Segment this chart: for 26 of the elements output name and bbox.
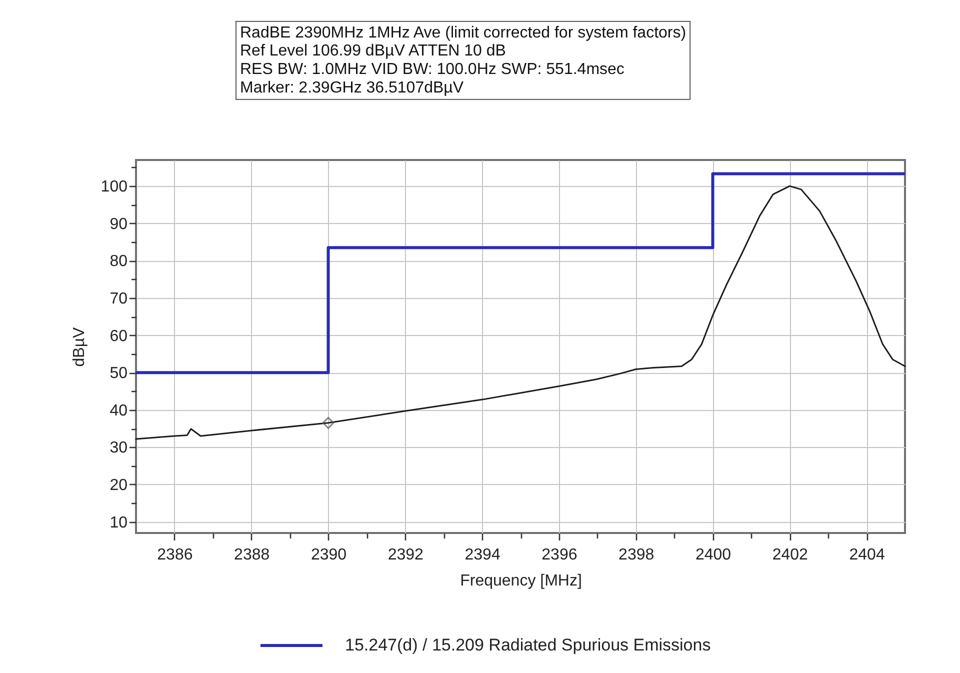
y-tick-label: 10 bbox=[110, 514, 128, 532]
y-tick-label: 80 bbox=[110, 253, 128, 270]
y-tick-label: 100 bbox=[100, 178, 128, 196]
x-tick-label: 2394 bbox=[464, 546, 500, 564]
y-tick-label: 30 bbox=[110, 440, 128, 457]
y-tick-label: 40 bbox=[110, 402, 128, 420]
x-tick-label: 2396 bbox=[542, 546, 578, 564]
x-tick-label: 2390 bbox=[310, 546, 347, 564]
y-tick-label: 50 bbox=[110, 365, 128, 382]
x-tick-label: 2398 bbox=[618, 546, 654, 564]
y-axis-title: dBµV bbox=[70, 326, 88, 367]
x-tick-label: 2386 bbox=[157, 546, 193, 564]
line-series bbox=[135, 185, 906, 440]
chart-subtitle: Ref Level 106.99 dBµV ATTEN 10 dB RES BW: 1.0MHz VID BW: 100.0Hz SWP: 551.4msec Marker: 2.39GHz 36.5107dBµV bbox=[240, 42, 624, 96]
x-tick-label: 2402 bbox=[772, 546, 808, 564]
legend-label: 15.247(d) / 15.209 Radiated Spurious Emissions bbox=[345, 636, 711, 654]
x-tick-label: 2388 bbox=[234, 546, 270, 564]
y-tick-label: 20 bbox=[110, 476, 128, 494]
x-tick-label: 2400 bbox=[695, 546, 732, 564]
x-axis-title: Frequency [MHz] bbox=[460, 572, 582, 590]
y-tick-label: 70 bbox=[110, 290, 128, 308]
chart-title: RadBE 2390MHz 1MHz Ave (limit corrected for system factors) bbox=[240, 24, 686, 42]
y-tick-label: 60 bbox=[110, 328, 128, 345]
x-tick-label: 2392 bbox=[388, 546, 424, 564]
x-tick-label: 2404 bbox=[849, 546, 885, 564]
y-tick-label: 90 bbox=[110, 216, 128, 233]
